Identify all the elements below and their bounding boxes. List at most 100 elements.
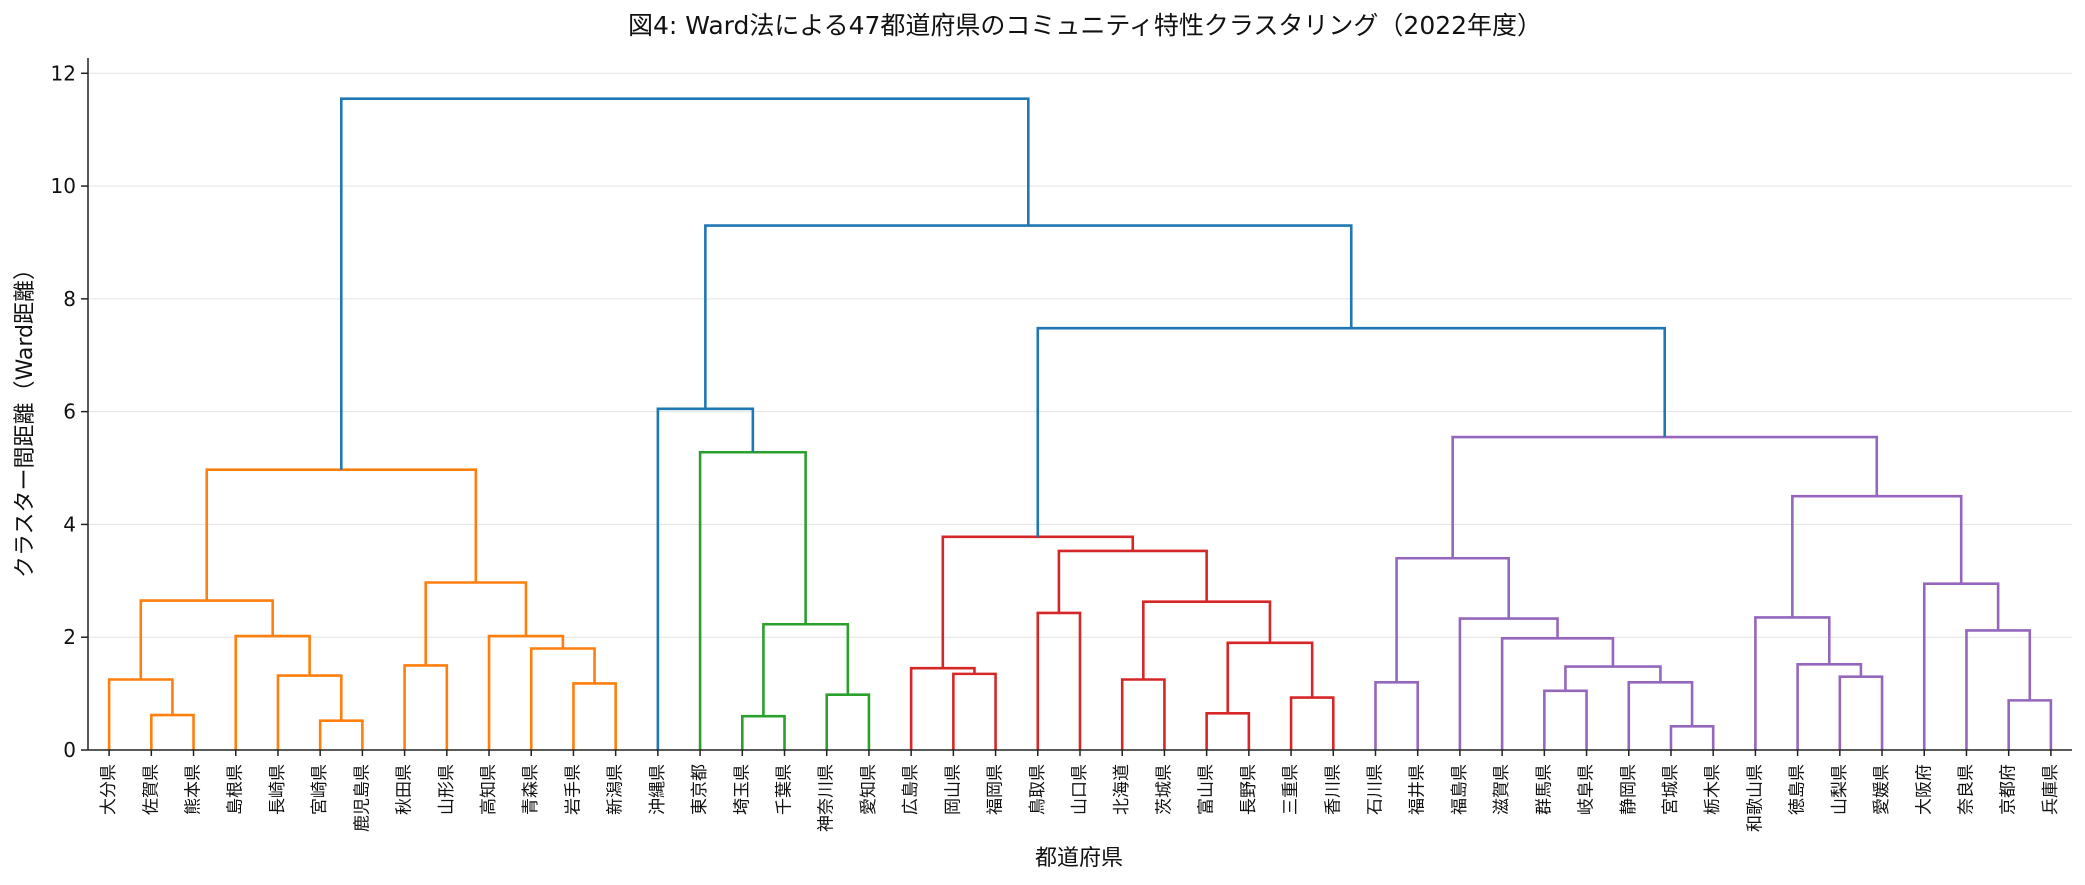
merge-link-r9	[1057, 549, 1208, 613]
leaf-label: 岡山県	[943, 764, 963, 815]
leaf-label: 沖縄県	[648, 764, 668, 815]
leaf-label: 三重県	[1281, 764, 1301, 815]
leaf-label: 長野県	[1239, 764, 1259, 815]
leaf-label: 宮城県	[1661, 764, 1681, 815]
merge-link-r5	[1205, 712, 1251, 750]
merge-link-p8	[1395, 556, 1511, 683]
merge-link-r6	[1289, 696, 1335, 750]
merge-link-o4	[276, 674, 343, 750]
leaf-label: 群馬県	[1534, 764, 1554, 815]
merge-link-b3	[704, 224, 1353, 409]
merge-link-p16	[1451, 435, 1879, 559]
y-ticks: 0 2 4 6 8 10 12	[51, 61, 88, 762]
merge-link-o5	[234, 634, 311, 750]
merge-link-o10	[487, 634, 565, 750]
merge-link-p2	[1543, 689, 1588, 750]
grid-lines	[88, 72, 2072, 751]
leaf-label: 長崎県	[268, 764, 288, 815]
leaf-label: 滋賀県	[1492, 764, 1512, 815]
x-axis-label: 都道府県	[1035, 846, 1123, 871]
merge-link-p9	[1838, 675, 1884, 750]
merge-link-r2	[909, 666, 976, 750]
leaf-label: 石川県	[1365, 764, 1385, 815]
y-tick-label: 6	[63, 400, 76, 424]
merge-link-o11	[424, 581, 528, 666]
leaf-label: 香川県	[1323, 764, 1343, 815]
merge-link-p14	[1922, 582, 2000, 750]
merge-link-p12	[2007, 699, 2053, 750]
y-tick-label: 2	[63, 625, 76, 649]
leaf-label: 鹿児島県	[352, 764, 372, 832]
leaf-label: 福井県	[1408, 764, 1428, 815]
merge-link-g2	[825, 693, 871, 750]
merge-link-r10	[941, 535, 1135, 669]
leaf-label: 鳥取県	[1028, 764, 1048, 815]
leaf-label: 佐賀県	[141, 764, 161, 815]
merge-link-p3	[1669, 725, 1715, 750]
leaf-label: 大分県	[99, 764, 119, 815]
leaf-label: 山形県	[437, 764, 457, 815]
leaf-label: 新潟県	[606, 764, 626, 815]
leaf-label: 青森県	[521, 764, 541, 815]
leaf-label: 大阪府	[1914, 764, 1934, 815]
leaf-label: 和歌山県	[1745, 764, 1765, 832]
leaf-label: 広島県	[901, 764, 921, 815]
merge-link-o6	[139, 599, 274, 680]
leaf-label: 岐阜県	[1577, 764, 1597, 815]
leaf-label: 宮崎県	[310, 764, 330, 815]
leaf-label: 山梨県	[1830, 764, 1850, 815]
leaf-label: 静岡県	[1619, 764, 1639, 815]
y-axis-label: クラスター間距離（Ward距離）	[13, 258, 38, 578]
merge-link-p5	[1564, 665, 1662, 691]
leaf-label: 山口県	[1070, 764, 1090, 815]
leaf-label: 愛知県	[859, 764, 879, 815]
merge-link-o3	[318, 719, 364, 750]
y-tick-label: 0	[63, 738, 76, 762]
leaf-label: 兵庫県	[2041, 764, 2061, 815]
leaf-label: 京都府	[1999, 764, 2019, 815]
y-tick-label: 8	[63, 287, 76, 311]
leaf-label: 奈良県	[1956, 764, 1976, 815]
merge-link-g1	[740, 714, 786, 750]
leaf-label: 富山県	[1197, 764, 1217, 815]
dendrogram-links	[107, 97, 2053, 750]
merge-link-p6	[1500, 637, 1615, 750]
leaf-label: 熊本県	[184, 764, 204, 815]
chart-title: 図4: Ward法による47都道府県のコミュニティ特性クラスタリング（2022年…	[628, 11, 1542, 40]
merge-link-g3	[762, 622, 850, 717]
merge-link-p4	[1627, 681, 1694, 750]
leaf-label: 栃木県	[1703, 764, 1723, 815]
leaf-label: 秋田県	[395, 764, 415, 815]
merge-link-r1	[952, 672, 997, 750]
merge-link-r4	[1120, 678, 1166, 750]
y-tick-label: 4	[63, 512, 76, 536]
merge-link-r8	[1142, 600, 1272, 680]
leaf-label: 埼玉県	[732, 764, 752, 815]
leaf-label: 神奈川県	[817, 764, 837, 832]
leaf-label: 東京都	[690, 764, 710, 815]
merge-link-p1	[1374, 681, 1419, 750]
merge-link-o7	[403, 664, 449, 750]
leaf-label: 高知県	[479, 764, 499, 815]
merge-link-o8	[572, 682, 617, 750]
merge-link-r3	[1036, 611, 1082, 750]
leaf-label: 徳島県	[1788, 764, 1808, 815]
leaf-label: 茨城県	[1154, 764, 1174, 815]
y-tick-label: 10	[51, 174, 76, 198]
merge-link-o9	[529, 647, 596, 750]
leaf-label: 福岡県	[986, 764, 1006, 815]
merge-link-b1	[656, 407, 755, 750]
leaf-label: 愛媛県	[1872, 764, 1892, 815]
leaf-label: 島根県	[226, 764, 246, 815]
merge-link-p13	[1965, 629, 2032, 750]
leaf-label: 岩手県	[563, 764, 583, 815]
leaf-labels: 大分県 佐賀県 熊本県 島根県 長崎県 宮崎県 鹿児島県 秋田県 山形県 高知県 青森県 岩手県 新潟県…	[99, 750, 2061, 832]
leaf-label: 北海道	[1112, 764, 1132, 815]
leaf-label: 千葉県	[775, 764, 795, 815]
y-tick-label: 12	[51, 61, 76, 85]
merge-link-g4	[698, 450, 807, 750]
merge-link-b4	[339, 97, 1030, 470]
merge-link-b2	[1036, 326, 1667, 537]
merge-link-o12	[205, 468, 478, 601]
merge-link-p15	[1791, 494, 1963, 618]
